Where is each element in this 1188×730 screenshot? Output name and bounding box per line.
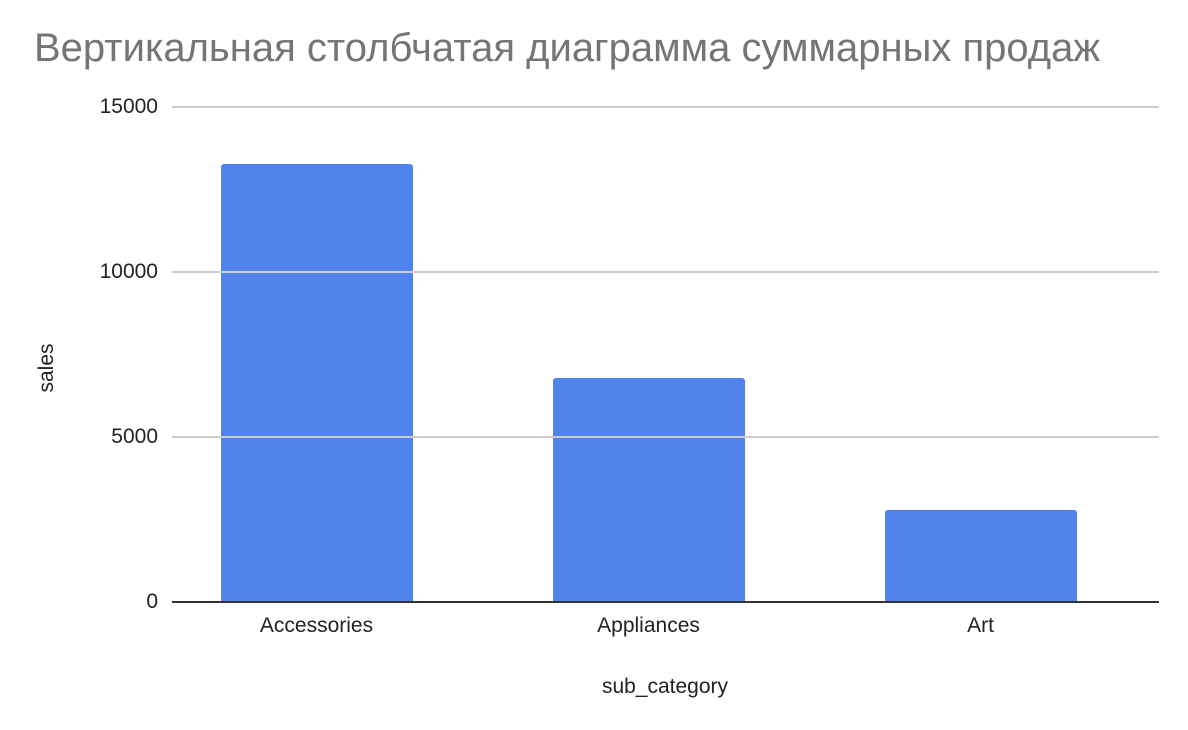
y-tick-label: 0 <box>146 590 158 613</box>
gridline <box>172 436 1159 438</box>
gridline <box>172 271 1159 273</box>
x-tick-label: Accessories <box>259 614 374 637</box>
bar-art[interactable] <box>884 509 1077 602</box>
y-tick-label: 5000 <box>111 425 158 448</box>
y-axis-label: sales <box>35 343 58 393</box>
x-tick-label: Appliances <box>597 614 700 637</box>
gridline <box>172 106 1159 108</box>
y-tick-label: 15000 <box>99 95 158 118</box>
x-axis-label: sub_category <box>601 675 729 698</box>
bar-appliances[interactable] <box>552 377 745 602</box>
x-tick-label: Art <box>967 614 994 637</box>
y-tick-label: 10000 <box>99 260 158 283</box>
plot-area <box>172 106 1159 603</box>
x-axis-line <box>172 601 1159 603</box>
chart-title: Вертикальная столбчатая диаграмма суммар… <box>34 26 1101 70</box>
bar-accessories[interactable] <box>220 164 413 602</box>
